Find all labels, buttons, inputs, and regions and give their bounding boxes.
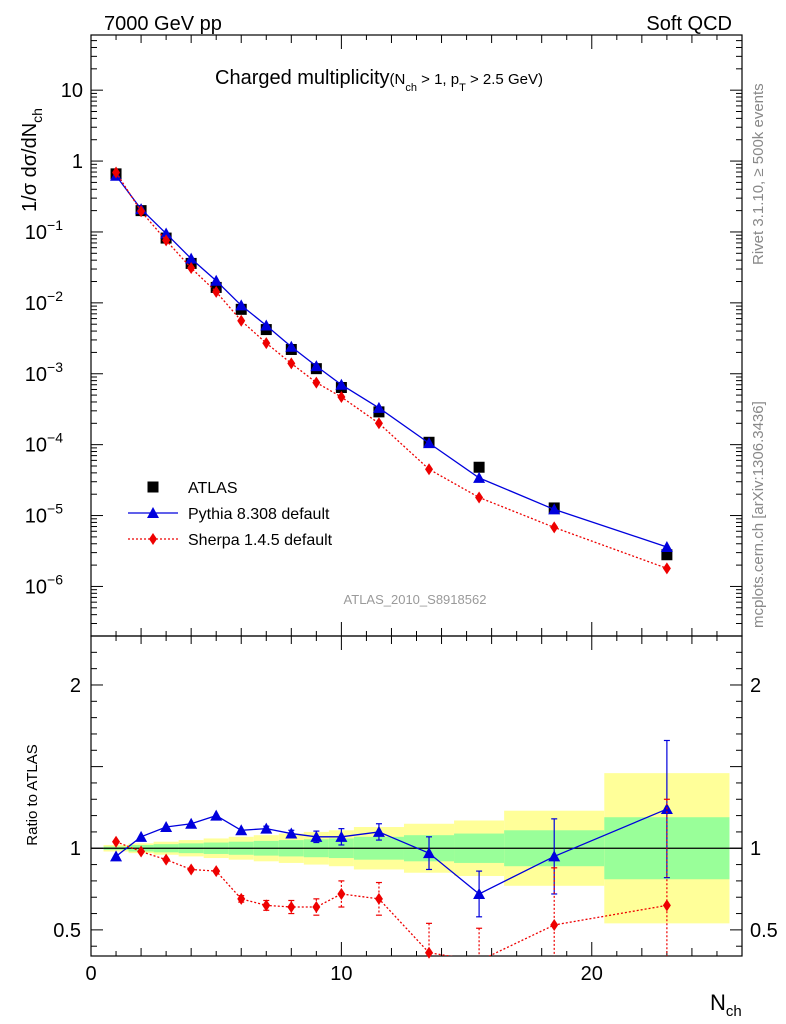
main-data-point — [112, 166, 121, 179]
main-y-tick-label: 10−6 — [25, 571, 63, 598]
ratio-data-point — [262, 899, 271, 912]
main-data-point — [337, 391, 346, 404]
x-tick-label: 20 — [581, 963, 603, 985]
ratio-y-tick-label: 0.5 — [750, 920, 778, 942]
main-data-point — [287, 357, 296, 370]
main-data-point — [425, 463, 434, 476]
ratio-data-point — [260, 822, 273, 834]
ratio-panel: 0 10 20 0.5 0.5 1 1 2 2 — [53, 635, 778, 985]
legend: ATLAS Pythia 8.308 default Sherpa 1.4.5 de… — [128, 480, 333, 549]
main-y-axis-label: 1/σ dσ/dNch — [19, 108, 45, 212]
ratio-data-point — [187, 863, 196, 876]
main-data-point — [548, 503, 561, 515]
main-data-point — [262, 337, 271, 350]
ratio-data-point — [110, 850, 123, 862]
legend-marker — [149, 533, 157, 545]
ratio-data-point — [374, 892, 383, 905]
ratio-data-point — [137, 845, 146, 858]
main-data-point — [550, 521, 559, 534]
ratio-y-tick-label: 0.5 — [53, 920, 81, 942]
ratio-data-point — [285, 827, 298, 839]
main-y-tick-label: 10−4 — [25, 430, 63, 457]
main-data-point — [310, 360, 323, 372]
ratio-data-point — [310, 830, 323, 842]
ratio-data-point — [287, 901, 296, 914]
main-y-tick-label: 10−5 — [25, 501, 63, 528]
main-panel: 10 1 10−1 10−2 10−3 10−4 10−5 10−6 — [25, 34, 743, 637]
x-axis-label: Nch — [710, 990, 742, 1020]
ratio-data-point — [237, 892, 246, 905]
mcplots-label: mcplots.cern.ch [arXiv:1306.3436] — [750, 401, 767, 628]
ratio-data-point — [210, 809, 223, 821]
ratio-y-axis-label: Ratio to ATLAS — [24, 744, 41, 845]
ratio-data-point — [550, 918, 559, 931]
main-y-tick-label: 10−3 — [25, 359, 63, 386]
ratio-y-tick-label: 2 — [70, 675, 81, 697]
main-data-point — [312, 376, 321, 389]
main-data-point — [260, 319, 273, 331]
rivet-label: Rivet 3.1.10, ≥ 500k events — [750, 83, 767, 265]
ratio-data-point — [548, 850, 561, 862]
main-data-point — [187, 262, 196, 275]
legend-marker — [147, 507, 159, 518]
legend-label: Sherpa 1.4.5 default — [188, 532, 333, 549]
ratio-data-point — [235, 824, 248, 836]
main-y-tick-label: 1 — [72, 151, 83, 173]
ratio-data-point — [423, 847, 436, 859]
ratio-data-point — [372, 825, 385, 837]
main-data-point — [374, 417, 383, 430]
main-data-point — [235, 299, 248, 311]
ratio-data-point — [135, 830, 148, 842]
main-data-point — [210, 274, 223, 286]
main-y-tick-label: 10 — [61, 80, 83, 102]
main-data-point — [185, 252, 198, 264]
main-data-point — [160, 227, 173, 239]
main-y-tick-label: 10−1 — [25, 217, 63, 244]
main-data-point — [285, 340, 298, 352]
legend-marker — [147, 481, 159, 493]
ratio-data-point — [162, 853, 171, 866]
main-y-tick-label: 10−2 — [25, 288, 63, 315]
ratio-data-point — [312, 901, 321, 914]
analysis-id-label: ATLAS_2010_S8918562 — [344, 592, 487, 607]
ratio-data-point — [185, 817, 198, 829]
main-title: Charged multiplicity(Nch > 1, pT > 2.5 G… — [215, 67, 543, 94]
legend-label: ATLAS — [188, 480, 238, 497]
main-data-point — [212, 285, 221, 298]
ratio-data-point — [112, 835, 121, 848]
main-data-point — [473, 461, 485, 473]
ratio-y-tick-label: 1 — [750, 838, 761, 860]
ratio-data-point — [335, 830, 348, 842]
main-data-point — [137, 205, 146, 218]
ratio-data-point — [337, 887, 346, 900]
legend-label: Pythia 8.308 default — [188, 506, 330, 523]
main-data-point — [335, 378, 348, 390]
x-tick-label: 0 — [85, 963, 96, 985]
ratio-data-point — [425, 946, 434, 959]
header-energy-label: 7000 GeV pp — [104, 13, 222, 35]
x-tick-label: 10 — [330, 963, 352, 985]
ratio-data-point — [160, 821, 173, 833]
main-data-point — [237, 314, 246, 327]
main-title-name: Charged multiplicity — [215, 67, 390, 89]
ratio-data-point — [212, 865, 221, 878]
ratio-y-tick-label: 2 — [750, 675, 761, 697]
main-data-point — [372, 401, 385, 413]
ratio-data-point — [662, 899, 671, 912]
main-data-point — [475, 491, 484, 504]
main-data-point — [661, 549, 673, 561]
main-data-point — [423, 437, 436, 449]
ratio-y-tick-label: 1 — [70, 838, 81, 860]
main-data-point — [662, 562, 671, 575]
main-data-point — [162, 234, 171, 247]
ratio-data-point — [473, 887, 486, 899]
header-category-label: Soft QCD — [646, 13, 732, 35]
main-data-point — [473, 471, 486, 483]
main-data-point — [660, 541, 673, 553]
